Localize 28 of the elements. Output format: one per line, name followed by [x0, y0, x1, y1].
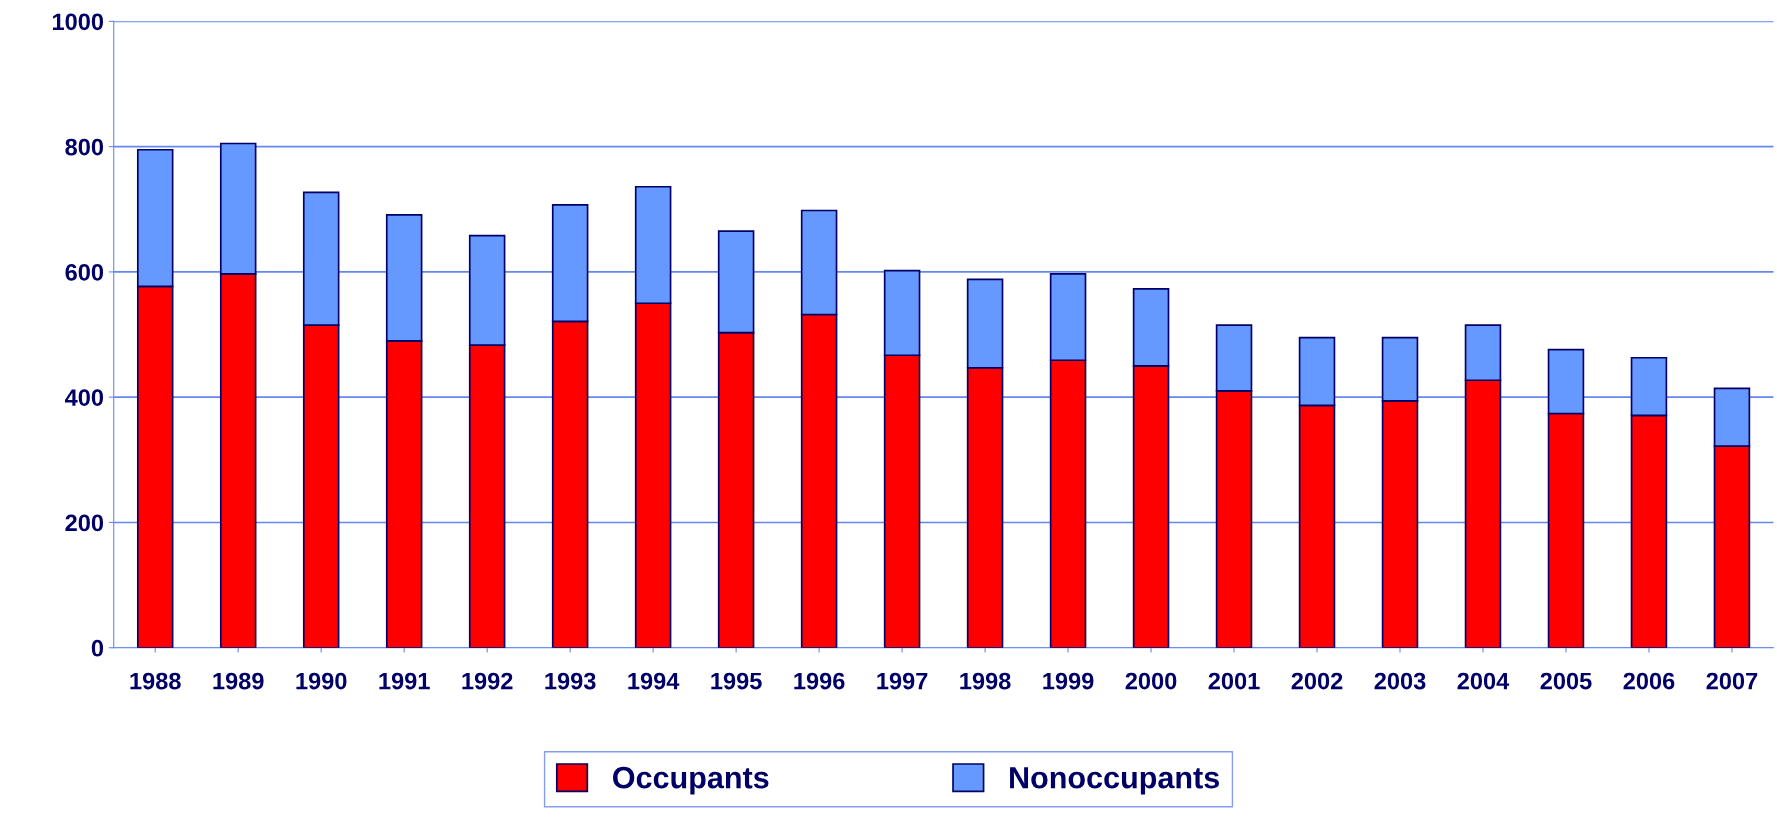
x-tick-label: 2002 [1291, 672, 1343, 690]
x-tick-label: 1996 [794, 672, 845, 690]
y-tick-label: 1000 [52, 13, 104, 31]
x-tick-label: 1999 [1043, 672, 1094, 690]
legend-label: Occupants [613, 766, 769, 795]
legend-label: Nonoccupants [1010, 767, 1219, 795]
x-tick-label: 2006 [1623, 672, 1675, 690]
y-tick-label: 800 [65, 138, 104, 156]
x-tick-label: 1990 [296, 672, 347, 690]
x-tick-label: 1992 [462, 672, 513, 690]
y-tick-label: 600 [65, 263, 104, 281]
x-tick-label: 1995 [711, 672, 762, 690]
x-tick-label: 1998 [960, 672, 1011, 690]
x-tick-label: 1989 [213, 672, 264, 690]
x-tick-label: 2001 [1208, 672, 1260, 690]
x-tick-label: 1991 [379, 672, 430, 690]
x-tick-label: 1993 [545, 672, 596, 690]
x-tick-label: 1997 [877, 672, 928, 690]
y-tick-label: 200 [65, 514, 104, 532]
x-tick-label: 2007 [1706, 672, 1758, 690]
y-tick-label: 0 [91, 639, 104, 657]
x-tick-label: 2005 [1540, 672, 1592, 690]
x-tick-label: 2003 [1374, 672, 1426, 690]
x-tick-label: 1994 [628, 672, 680, 690]
x-tick-label: 2004 [1457, 672, 1510, 690]
y-tick-label: 400 [64, 389, 104, 406]
x-tick-label: 1988 [130, 672, 181, 690]
x-tick-label: 2000 [1125, 672, 1177, 690]
